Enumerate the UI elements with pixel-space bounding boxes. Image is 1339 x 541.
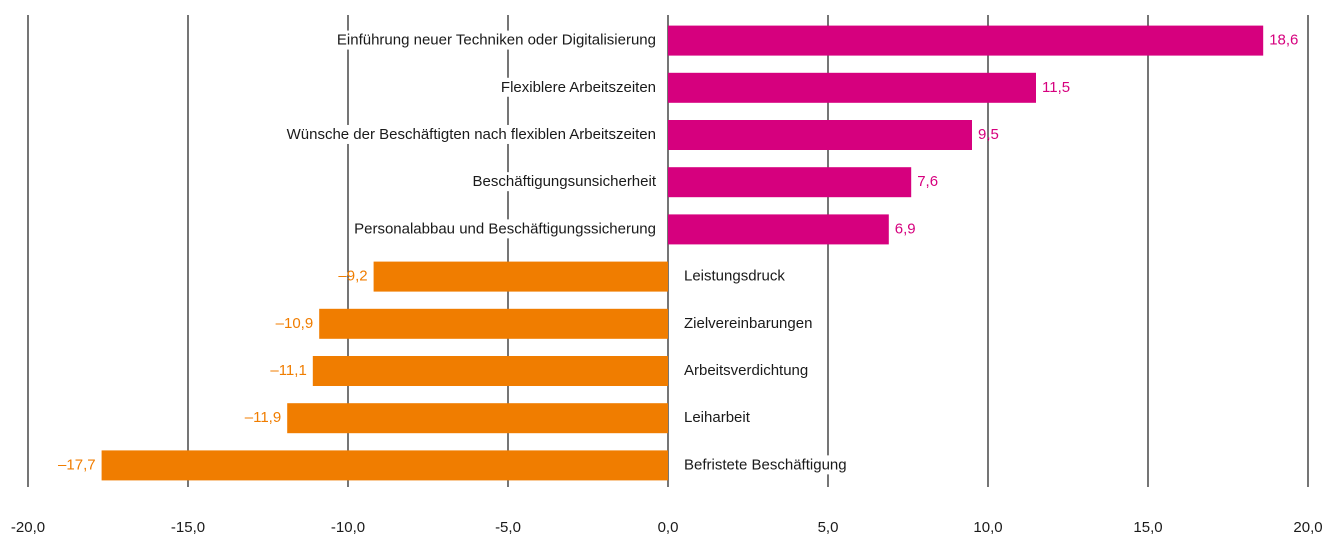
- bar: [312, 356, 668, 386]
- label-background: [497, 77, 659, 97]
- bar: [373, 261, 668, 292]
- x-tick-label: 0,0: [658, 519, 679, 536]
- labels: -20,0 -15,0 -10,0 -5,0 0,0 5,0 10,0 15,0 20,0 Ein…: [11, 30, 1323, 536]
- x-tick-label: 20,0: [1293, 519, 1322, 536]
- label-background: [681, 313, 816, 333]
- value-label: 9,5: [978, 126, 999, 143]
- category-label: Arbeitsverdichtung: [684, 362, 808, 379]
- x-tick-label: 10,0: [973, 519, 1002, 536]
- label-background: [681, 408, 754, 428]
- bar: [668, 120, 972, 150]
- label-background: [681, 266, 789, 286]
- x-tick-label: 15,0: [1133, 519, 1162, 536]
- x-tick-label: -5,0: [495, 519, 521, 536]
- category-label: Zielvereinbarungen: [684, 315, 812, 332]
- bar: [668, 72, 1036, 103]
- category-label: Wünsche der Beschäftigten nach flexiblen…: [287, 126, 656, 143]
- bar: [101, 450, 669, 481]
- category-label: Leiharbeit: [684, 409, 751, 426]
- bar: [287, 403, 668, 434]
- bar: [668, 25, 1264, 56]
- value-label: –17,7: [58, 456, 96, 473]
- label-background: [681, 360, 812, 380]
- value-label: –9,2: [338, 268, 367, 285]
- category-label: Personalabbau und Beschäftigungssicherun…: [354, 220, 656, 237]
- label-background: [469, 172, 660, 192]
- value-label: 7,6: [917, 173, 938, 190]
- x-tick-label: -10,0: [331, 519, 365, 536]
- category-label: Flexiblere Arbeitszeiten: [501, 79, 656, 96]
- label-background: [333, 30, 659, 50]
- bar: [668, 214, 889, 245]
- label-background: [351, 219, 659, 239]
- value-label: –10,9: [276, 315, 314, 332]
- value-label: –11,9: [245, 409, 281, 426]
- x-tick-label: 5,0: [818, 519, 839, 536]
- x-tick-label: -15,0: [171, 519, 205, 536]
- value-label: 11,5: [1042, 79, 1070, 96]
- value-label: 6,9: [895, 220, 916, 237]
- label-background: [283, 124, 659, 144]
- bar: [319, 308, 668, 339]
- category-label: Befristete Beschäftigung: [684, 456, 847, 473]
- category-label: Beschäftigungsunsicherheit: [473, 173, 657, 190]
- value-label: 18,6: [1269, 32, 1298, 49]
- bars: [101, 25, 1264, 481]
- x-tick-label: -20,0: [11, 519, 45, 536]
- bar: [668, 167, 912, 198]
- value-label: –11,1: [270, 362, 306, 379]
- category-label: Einführung neuer Techniken oder Digitali…: [337, 32, 656, 49]
- label-background: [681, 455, 850, 475]
- category-label: Leistungsdruck: [684, 268, 785, 285]
